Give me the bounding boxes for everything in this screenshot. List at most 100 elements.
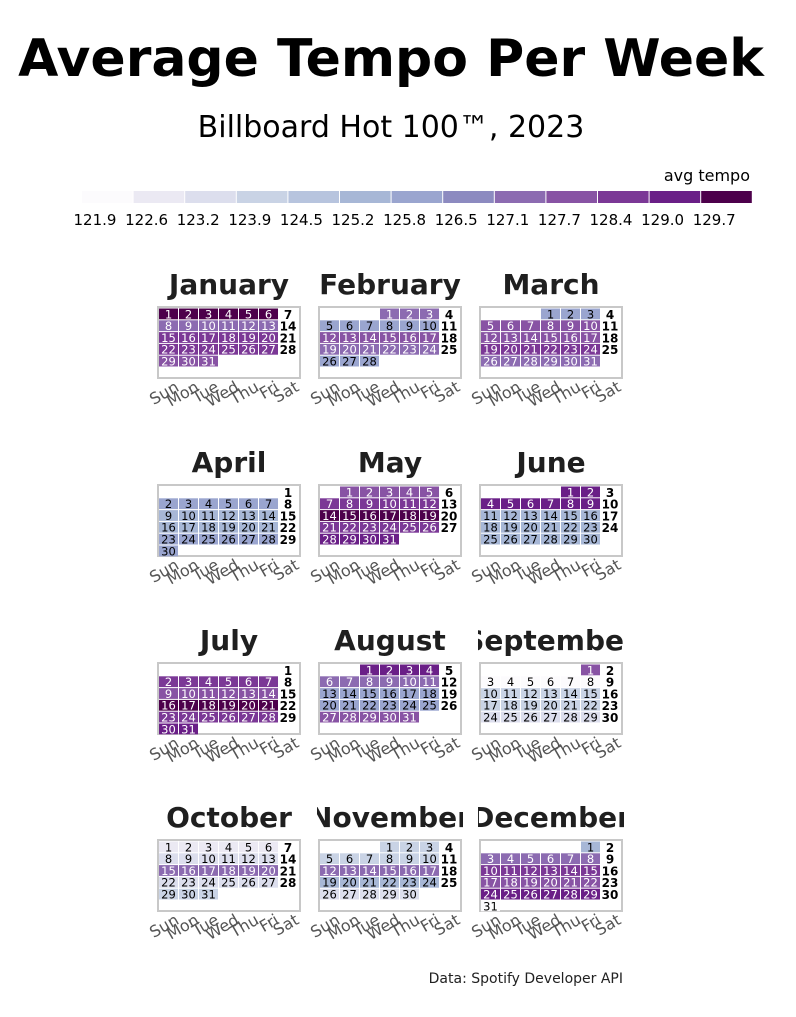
day-cell xyxy=(259,841,278,853)
day-cell xyxy=(219,320,238,332)
day-label: 3 xyxy=(587,307,594,321)
day-label: 6 xyxy=(265,307,272,321)
day-cell xyxy=(159,545,178,557)
day-label: 19 xyxy=(523,876,538,890)
day-label: 18 xyxy=(441,331,458,345)
day-cell xyxy=(581,865,600,876)
day-label: 20 xyxy=(342,876,357,890)
day-cell xyxy=(360,320,379,332)
day-cell xyxy=(259,320,278,332)
day-label: 25 xyxy=(441,343,458,357)
day-label: 20 xyxy=(543,876,558,890)
day-label: 1 xyxy=(366,663,373,677)
day-label: 22 xyxy=(583,699,598,713)
day-cell xyxy=(561,699,580,711)
day-cell xyxy=(340,343,359,355)
month-title: July xyxy=(198,624,258,657)
day-label: 15 xyxy=(382,864,397,878)
day-label: 13 xyxy=(241,509,256,523)
day-label: 5 xyxy=(225,497,232,511)
day-label: 3 xyxy=(205,840,212,854)
month-title: December xyxy=(471,801,631,834)
day-cell xyxy=(340,498,359,510)
legend-tick-label: 128.4 xyxy=(590,211,633,229)
day-label: 4 xyxy=(205,675,212,689)
day-cell xyxy=(481,876,500,888)
legend-swatch xyxy=(185,191,236,203)
day-cell xyxy=(179,723,198,735)
day-cell xyxy=(541,521,560,533)
day-label: 4 xyxy=(426,663,433,677)
day-cell xyxy=(400,521,419,533)
day-label: 31 xyxy=(402,711,417,725)
day-label: 2 xyxy=(185,840,192,854)
day-cell xyxy=(179,888,198,900)
day-cell xyxy=(380,664,399,676)
day-label: 22 xyxy=(543,343,558,357)
day-cell xyxy=(521,320,540,332)
day-label: 13 xyxy=(342,331,357,345)
day-label: 4 xyxy=(507,675,514,689)
day-label: 3 xyxy=(406,663,413,677)
day-label: 10 xyxy=(422,319,437,333)
day-cell xyxy=(400,688,419,699)
day-cell xyxy=(581,888,600,900)
day-cell xyxy=(380,711,399,723)
day-label: 6 xyxy=(547,675,554,689)
day-label: 15 xyxy=(342,509,357,523)
day-label: 10 xyxy=(483,687,498,701)
day-cell xyxy=(581,876,600,888)
day-cell xyxy=(219,699,238,711)
day-cell xyxy=(360,699,379,711)
day-label: 12 xyxy=(523,687,538,701)
day-label: 17 xyxy=(602,509,619,523)
day-cell xyxy=(481,533,500,545)
day-cell xyxy=(199,688,218,699)
day-cell xyxy=(340,533,359,545)
day-label: 20 xyxy=(503,343,518,357)
day-label: 21 xyxy=(543,521,558,535)
day-cell xyxy=(219,676,238,688)
day-cell xyxy=(521,888,540,900)
legend-swatch xyxy=(494,191,546,203)
day-cell xyxy=(199,320,218,332)
day-label: 29 xyxy=(342,533,357,547)
day-label: 26 xyxy=(441,699,458,713)
day-label: 1 xyxy=(386,840,393,854)
day-cell xyxy=(320,853,339,865)
day-cell xyxy=(541,320,560,332)
legend-tick-label: 122.6 xyxy=(125,211,168,229)
day-label: 9 xyxy=(406,319,413,333)
day-label: 21 xyxy=(362,876,377,890)
day-cell xyxy=(541,876,560,888)
day-label: 27 xyxy=(503,355,518,369)
day-cell xyxy=(521,343,540,355)
day-label: 5 xyxy=(245,840,252,854)
day-label: 9 xyxy=(185,319,192,333)
day-cell xyxy=(581,664,600,676)
day-label: 24 xyxy=(382,521,397,535)
day-cell xyxy=(380,865,399,876)
day-cell xyxy=(179,320,198,332)
day-cell xyxy=(159,699,178,711)
day-label: 4 xyxy=(225,307,232,321)
day-cell xyxy=(159,510,178,521)
day-cell xyxy=(360,688,379,699)
day-cell xyxy=(159,343,178,355)
day-cell xyxy=(320,332,339,343)
day-label: 10 xyxy=(201,852,216,866)
day-cell xyxy=(239,343,258,355)
day-cell xyxy=(159,521,178,533)
day-cell xyxy=(541,308,560,320)
day-cell xyxy=(400,498,419,510)
day-label: 13 xyxy=(261,852,276,866)
day-cell xyxy=(380,841,399,853)
day-label: 29 xyxy=(280,711,297,725)
day-label: 27 xyxy=(241,711,256,725)
day-label: 24 xyxy=(422,876,437,890)
day-label: 11 xyxy=(422,675,437,689)
day-label: 23 xyxy=(563,343,578,357)
day-cell xyxy=(501,332,520,343)
day-label: 8 xyxy=(567,497,574,511)
day-cell xyxy=(581,355,600,367)
